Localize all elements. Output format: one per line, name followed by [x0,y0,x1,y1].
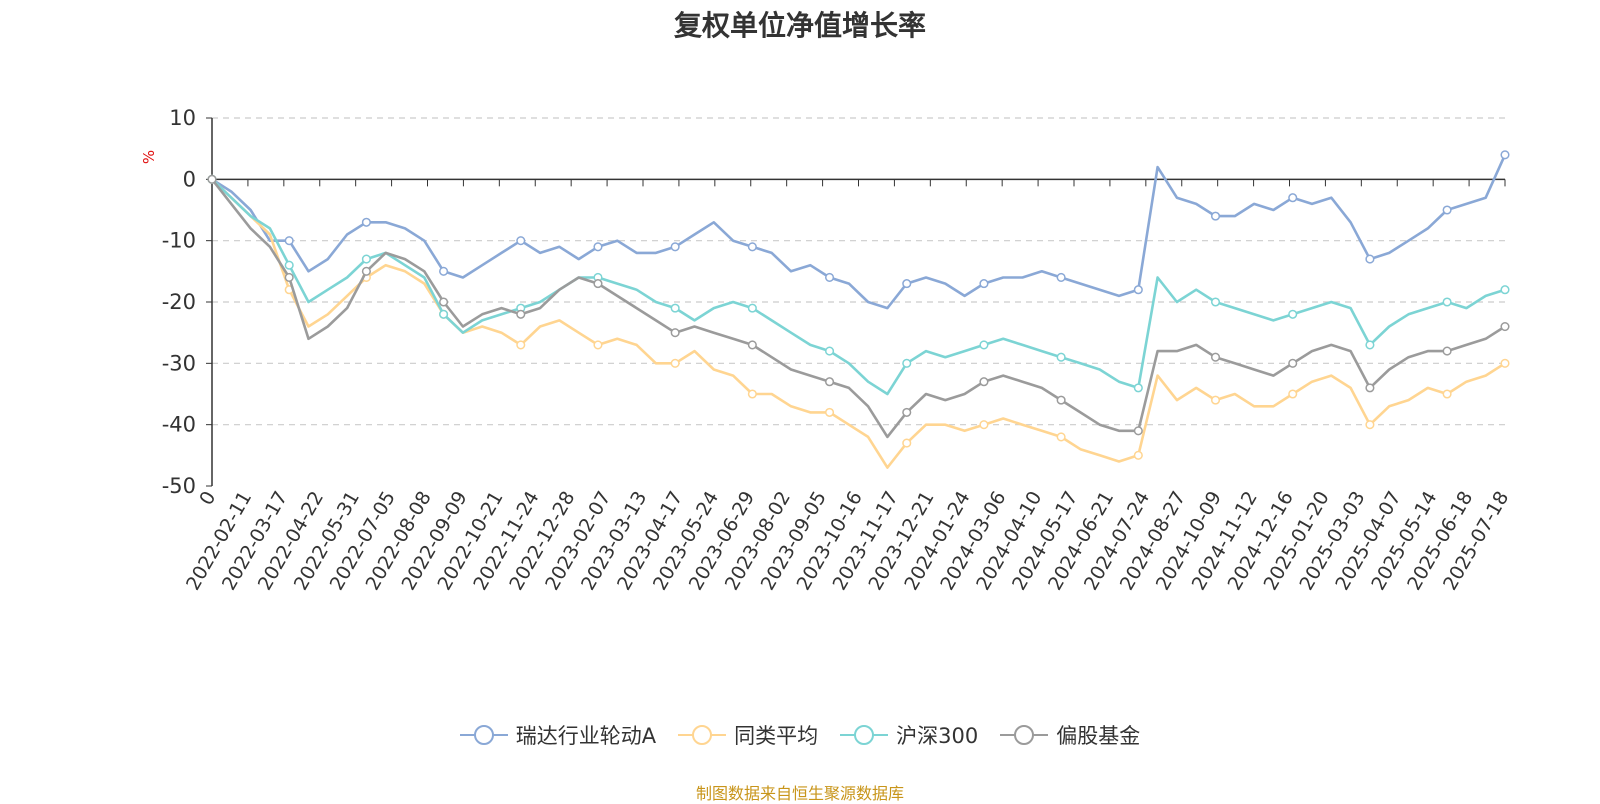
data-point-marker [516,340,526,350]
data-point-marker [1288,358,1298,368]
y-tick-label: -20 [162,290,196,314]
data-point-marker [516,309,526,319]
data-point-marker [593,279,603,289]
data-point-marker [1500,321,1510,332]
data-point-marker [284,236,294,246]
data-point-marker [1442,346,1452,356]
data-point-marker [1056,432,1066,442]
data-point-marker [1288,193,1298,203]
data-point-marker [361,217,371,227]
data-point-marker [439,266,449,276]
data-point-marker [207,174,217,184]
data-point-marker [1500,285,1510,295]
series-line-2 [211,178,1506,396]
y-tick-label: -30 [162,351,196,375]
data-point-marker [1056,395,1066,405]
data-point-marker [902,279,912,289]
data-point-marker [1442,389,1452,399]
data-point-marker [825,346,835,356]
data-point-marker [1210,395,1221,405]
data-point-marker [825,272,835,283]
data-point-marker [902,358,912,368]
data-point-marker [1442,297,1452,307]
x-tick-label: 0 [195,488,220,509]
legend-item-2[interactable]: 沪深300 [840,720,978,750]
legend-label: 同类平均 [734,724,819,748]
data-point-marker [1133,285,1143,295]
chart-legend: 瑞达行业轮动A 同类平均 沪深300 偏股基金 [0,720,1600,750]
legend-line-circle-icon [1000,725,1049,745]
data-point-marker [1500,150,1510,160]
data-point-marker [1133,426,1143,436]
data-point-marker [1056,272,1066,283]
data-point-marker [1288,389,1298,399]
data-point-marker [593,242,603,252]
data-point-marker [1365,254,1375,264]
data-point-marker [284,260,294,270]
y-tick-label: -50 [162,474,196,498]
data-point-marker [1365,340,1375,350]
y-tick-label: 10 [169,106,196,130]
data-point-marker [1210,211,1221,221]
data-point-marker [670,328,680,338]
data-point-marker [1442,205,1452,215]
data-point-marker [1500,358,1510,368]
data-point-marker [747,340,757,350]
data-point-marker [902,438,912,448]
data-point-marker [1210,297,1221,307]
data-point-marker [361,266,371,276]
source-note: 制图数据来自恒生聚源数据库 [695,784,904,803]
y-tick-label: -10 [162,229,196,253]
data-point-marker [979,279,989,289]
data-point-marker [670,303,680,313]
data-point-marker [979,377,989,387]
line-chart: 100-10-20-30-40-5002022-02-112022-03-172… [162,106,1514,594]
legend-line-circle-icon [459,725,508,745]
data-point-marker [1365,420,1375,430]
legend-line-circle-icon [840,725,889,745]
y-tick-label: 0 [183,167,196,191]
data-point-marker [1365,383,1375,393]
data-point-marker [747,242,757,252]
legend-item-0[interactable]: 瑞达行业轮动A [459,720,657,750]
data-point-marker [979,340,989,350]
y-tick-label: -40 [162,413,196,437]
data-point-marker [670,358,680,368]
series-line-1 [211,178,1506,469]
data-point-marker [670,242,680,252]
data-point-marker [1133,450,1143,460]
legend-line-circle-icon [678,725,727,745]
data-point-marker [1288,309,1298,319]
data-point-marker [902,407,912,417]
data-point-marker [361,254,371,264]
data-point-marker [825,407,835,417]
data-point-marker [439,309,449,319]
legend-label: 瑞达行业轮动A [515,724,657,748]
data-point-marker [516,236,526,246]
legend-label: 沪深300 [896,724,979,748]
data-point-marker [1210,352,1221,362]
legend-item-3[interactable]: 偏股基金 [1000,720,1140,750]
data-point-marker [979,420,989,430]
data-point-marker [593,340,603,350]
chart-title: 复权单位净值增长率 [673,9,926,42]
legend-label: 偏股基金 [1056,724,1141,748]
data-point-marker [284,272,294,283]
data-point-marker [1133,383,1143,393]
series-line-0 [211,154,1507,310]
data-point-marker [1056,352,1066,362]
data-point-marker [439,297,449,307]
legend-item-1[interactable]: 同类平均 [678,720,818,750]
data-point-marker [825,377,835,387]
data-point-marker [747,389,757,399]
data-point-marker [747,303,757,313]
